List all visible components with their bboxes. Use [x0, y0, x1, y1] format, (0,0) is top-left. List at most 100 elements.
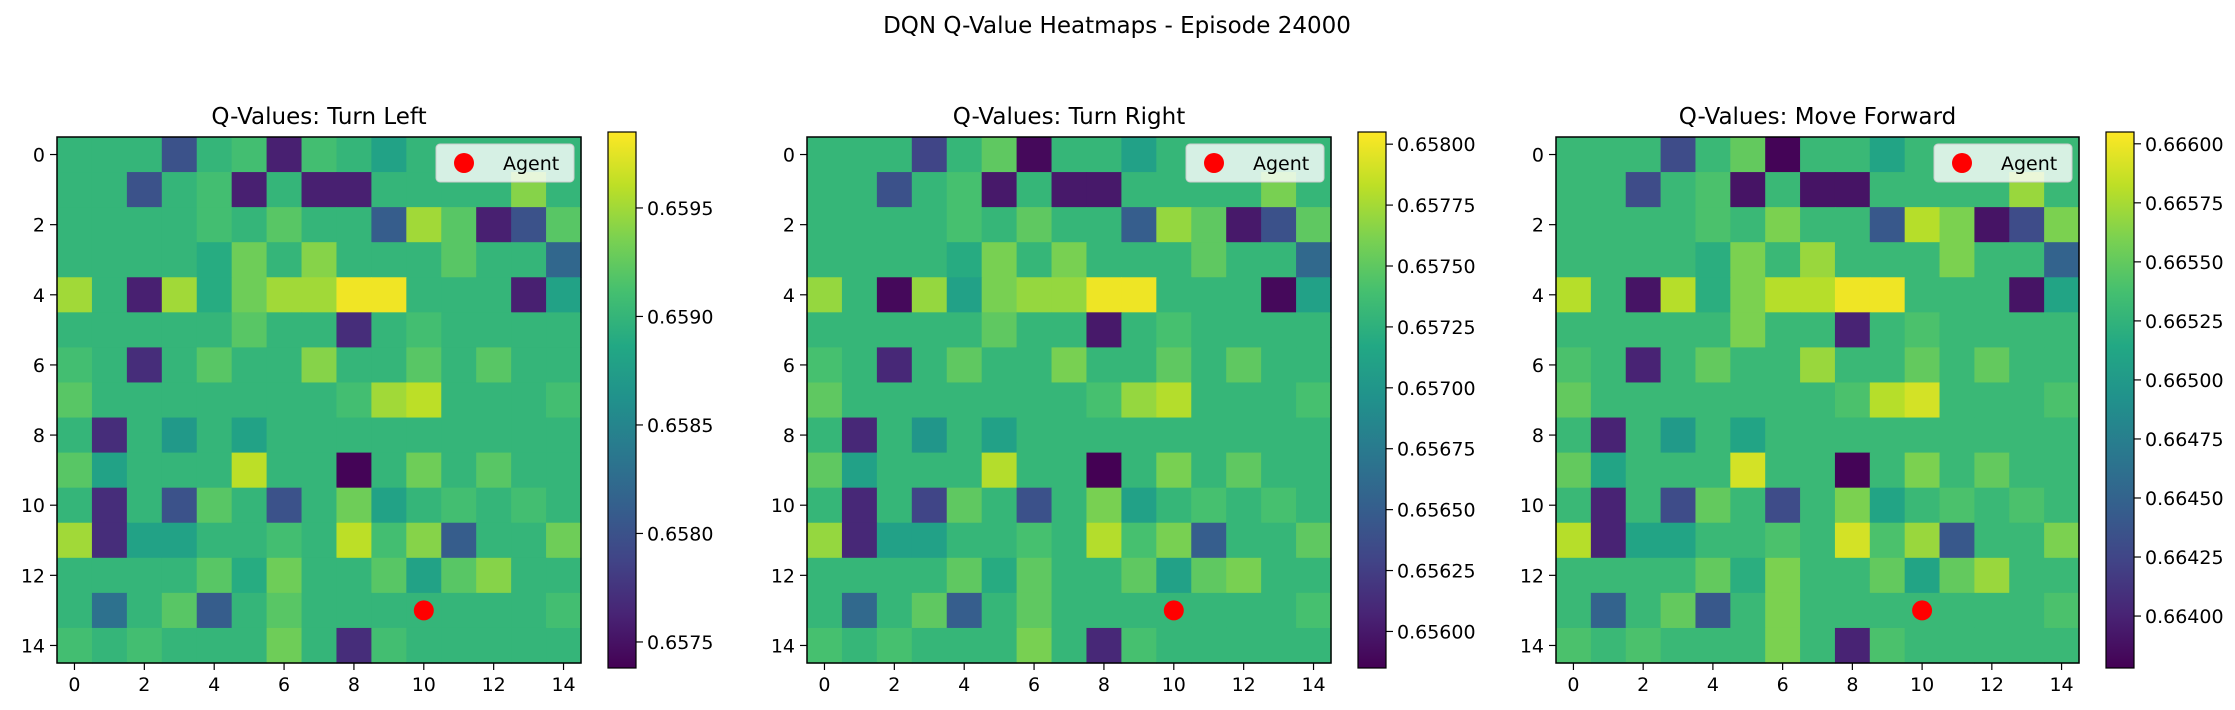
- heatmap-cell: [1086, 452, 1122, 489]
- heatmap-cell: [981, 592, 1018, 629]
- heatmap-cell: [981, 627, 1018, 664]
- heatmap-cell: [1730, 557, 1766, 594]
- heatmap-cell: [1869, 382, 1906, 419]
- heatmap-cell: [336, 487, 372, 524]
- colorbar-tick-label: 0.65600: [1397, 621, 1476, 643]
- heatmap-cell: [546, 347, 582, 384]
- x-tick-label: 14: [551, 674, 575, 696]
- heatmap-cell: [1261, 347, 1297, 384]
- heatmap-cell: [1904, 522, 1941, 559]
- heatmap-cell: [91, 452, 128, 489]
- heatmap-cell: [1869, 242, 1906, 278]
- heatmap-cell: [371, 347, 407, 384]
- heatmap-cells: [57, 137, 582, 664]
- heatmap-cell: [1625, 487, 1662, 524]
- heatmap-cell: [126, 592, 163, 629]
- heatmap-cell: [196, 522, 233, 559]
- heatmap-cell: [266, 522, 303, 559]
- heatmap-cell: [476, 487, 512, 524]
- heatmap-cell: [981, 452, 1018, 489]
- heatmap-cell: [57, 242, 93, 278]
- heatmap-cell: [91, 382, 128, 419]
- legend-box: [1185, 143, 1325, 183]
- heatmap-cell: [336, 522, 372, 559]
- heatmap-cell: [266, 487, 303, 524]
- heatmap-cell: [1261, 242, 1297, 278]
- heatmap-cell: [1590, 522, 1627, 559]
- heatmap-cell: [1556, 242, 1592, 278]
- heatmap-cell: [1834, 487, 1871, 524]
- heatmap-cell: [1730, 382, 1766, 419]
- heatmap-cell: [196, 487, 233, 524]
- heatmap-cell: [266, 417, 303, 454]
- heatmap-cell: [1051, 557, 1088, 594]
- heatmap-cell: [1904, 487, 1941, 524]
- heatmap-cell: [57, 452, 93, 489]
- axes-frame: [56, 136, 582, 664]
- heatmap-cell: [1765, 417, 1801, 454]
- heatmap-cell: [1695, 172, 1731, 208]
- heatmap-cell: [1191, 522, 1227, 559]
- y-tick-label: 12: [771, 565, 795, 587]
- heatmap-cell: [1051, 347, 1088, 384]
- heatmap-cell: [807, 137, 843, 173]
- heatmap-cell: [1121, 172, 1157, 208]
- heatmap-cell: [546, 522, 582, 559]
- heatmap-cell: [126, 312, 163, 348]
- heatmap-cell: [1051, 417, 1088, 454]
- heatmap-cell: [266, 382, 303, 419]
- heatmap-cell: [57, 627, 93, 664]
- heatmap-cell: [1625, 522, 1662, 559]
- heatmap-cell: [336, 557, 372, 594]
- colorbar-tick-label: 0.66500: [2145, 370, 2224, 392]
- heatmap-cell: [911, 627, 948, 664]
- heatmap-cell: [841, 522, 878, 559]
- heatmap-cell: [1974, 522, 2010, 559]
- heatmap-cell: [266, 137, 303, 173]
- heatmap-cell: [1730, 207, 1766, 243]
- x-tick-label: 8: [348, 674, 360, 696]
- heatmap-cell: [91, 592, 128, 629]
- heatmap-cell: [946, 172, 983, 208]
- heatmap-cell: [1765, 557, 1801, 594]
- colorbar-gradient: [1357, 131, 1387, 669]
- colorbar-tick-label: 0.6580: [647, 523, 713, 545]
- heatmap-cell: [2044, 452, 2080, 489]
- heatmap-cell: [1660, 242, 1697, 278]
- heatmap-cell: [1296, 347, 1332, 384]
- heatmap-cell: [511, 277, 547, 313]
- heatmap-cell: [1556, 522, 1592, 559]
- heatmap-cell: [476, 312, 512, 348]
- heatmap-cell: [126, 417, 163, 454]
- heatmap-cell: [161, 137, 198, 173]
- y-tick-label: 12: [21, 565, 45, 587]
- heatmap-cell: [1834, 382, 1871, 419]
- heatmap-cell: [2044, 312, 2080, 348]
- heatmap-cell: [371, 417, 407, 454]
- colorbar-tick-label: 0.65650: [1397, 500, 1476, 522]
- heatmap-cell: [1834, 347, 1871, 384]
- heatmap-cell: [946, 242, 983, 278]
- heatmap-cell: [1939, 382, 1975, 419]
- heatmap-cell: [1869, 172, 1906, 208]
- legend: Agent: [1933, 143, 2073, 183]
- heatmap-cell: [1156, 627, 1192, 664]
- heatmap-cell: [1730, 417, 1766, 454]
- heatmap-cell: [1590, 487, 1627, 524]
- heatmap-cell: [57, 382, 93, 419]
- heatmap-cell: [476, 207, 512, 243]
- heatmap-cell: [301, 592, 338, 629]
- legend-box: [1933, 143, 2073, 183]
- heatmap-cell: [2009, 417, 2045, 454]
- heatmap-cell: [1660, 627, 1697, 664]
- heatmap-cell: [1869, 487, 1906, 524]
- y-tick-label: 10: [771, 495, 795, 517]
- heatmap-cell: [1051, 522, 1088, 559]
- heatmap-cell: [301, 627, 338, 664]
- heatmap-cell: [126, 452, 163, 489]
- heatmap-cell: [1051, 312, 1088, 348]
- heatmap-cell: [371, 382, 407, 419]
- heatmap-cell: [546, 487, 582, 524]
- heatmap-cell: [1625, 137, 1662, 173]
- heatmap-cell: [1834, 522, 1871, 559]
